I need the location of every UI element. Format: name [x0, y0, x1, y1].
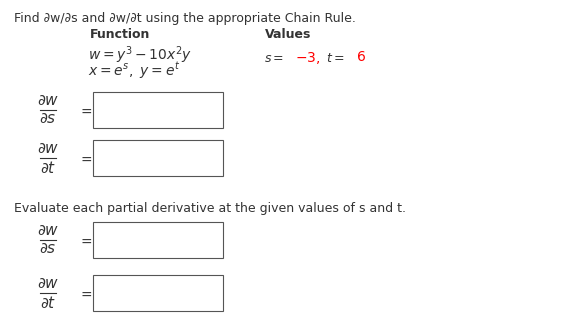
Text: $t = $: $t = $ — [326, 52, 344, 65]
Text: $s = $: $s = $ — [264, 52, 284, 65]
Text: Find ∂w/∂s and ∂w/∂t using the appropriate Chain Rule.: Find ∂w/∂s and ∂w/∂t using the appropria… — [14, 12, 356, 25]
Text: =: = — [80, 154, 92, 168]
Bar — [93, 92, 223, 128]
Text: =: = — [80, 236, 92, 250]
Text: $-3,$: $-3,$ — [295, 50, 320, 66]
Text: Function: Function — [90, 28, 151, 41]
Text: $x = e^s,\ y = e^t$: $x = e^s,\ y = e^t$ — [88, 60, 181, 81]
Text: Values: Values — [265, 28, 312, 41]
Text: $\partial s$: $\partial s$ — [39, 112, 57, 126]
Text: $\partial t$: $\partial t$ — [40, 295, 56, 311]
Bar — [93, 140, 223, 176]
Text: $\partial w$: $\partial w$ — [37, 94, 59, 108]
Bar — [93, 222, 223, 258]
Text: $\partial w$: $\partial w$ — [37, 277, 59, 291]
Text: $\partial s$: $\partial s$ — [39, 242, 57, 256]
Text: =: = — [80, 289, 92, 303]
Text: =: = — [80, 106, 92, 120]
Text: $\partial w$: $\partial w$ — [37, 142, 59, 156]
Text: $\partial t$: $\partial t$ — [40, 160, 56, 176]
Text: $6$: $6$ — [356, 50, 366, 64]
Text: $w = y^3 - 10x^2y$: $w = y^3 - 10x^2y$ — [88, 44, 192, 65]
Text: Evaluate each partial derivative at the given values of s and t.: Evaluate each partial derivative at the … — [14, 202, 406, 215]
Bar — [93, 275, 223, 311]
Text: $\partial w$: $\partial w$ — [37, 224, 59, 238]
